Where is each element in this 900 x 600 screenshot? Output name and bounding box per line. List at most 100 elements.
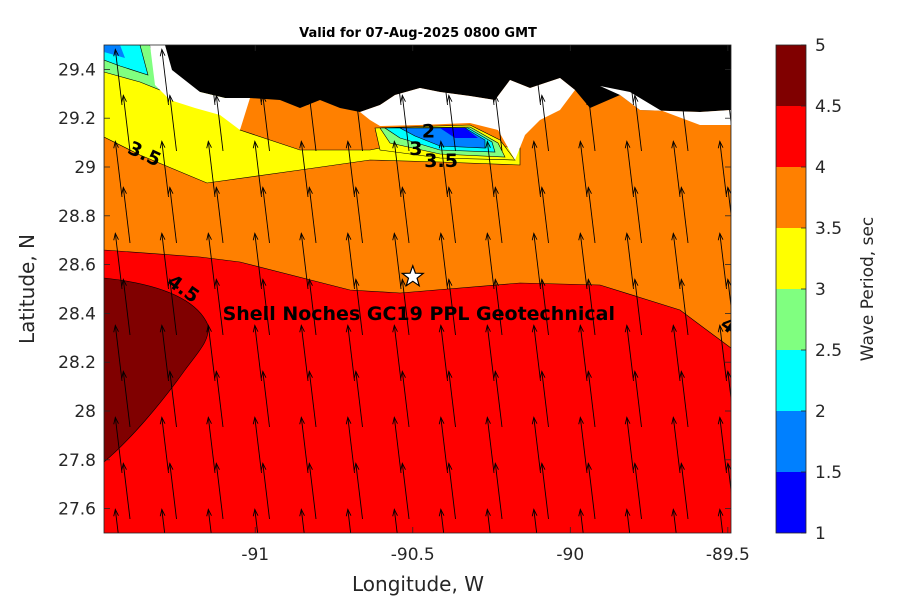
wave-arrow (214, 186, 224, 244)
wave-arrow (345, 416, 355, 474)
wave-arrow (586, 186, 596, 244)
wave-arrow (539, 462, 549, 520)
wave-arrow (252, 416, 262, 474)
region-4.5-5 (104, 277, 209, 463)
wave-arrow (392, 416, 402, 474)
wave-arrow (765, 325, 773, 381)
wave-arrow (586, 462, 596, 520)
site-label: Shell Noches GC19 PPL Geotechnical (223, 303, 615, 325)
wave-arrow (446, 186, 456, 244)
wave-arrow (260, 278, 270, 336)
wave-arrow (485, 232, 495, 290)
wave-arrow (392, 140, 402, 198)
wave-arrow (446, 370, 456, 428)
region-3.5-4 (104, 45, 731, 349)
x-tick-label: -90.5 (391, 545, 435, 565)
wave-arrow (392, 324, 402, 382)
wave-arrow (113, 140, 123, 198)
inland-water-2 (360, 78, 575, 160)
wave-arrow (725, 370, 731, 402)
wave-arrow (624, 508, 631, 533)
wave-arrow (717, 48, 727, 106)
wave-arrow (717, 140, 727, 198)
y-tick-label: 28.4 (58, 304, 96, 324)
wave-arrow (671, 416, 681, 474)
wave-arrow (121, 186, 131, 244)
wave-arrow (400, 278, 410, 336)
colorbar-tick-label: 1 (815, 524, 826, 544)
colorbar-tick-label: 2 (815, 402, 826, 422)
colorbar-swatch (776, 106, 806, 167)
wave-arrow (252, 324, 262, 382)
site-star-icon (400, 264, 425, 288)
wave-arrow (307, 278, 317, 336)
wave-arrow (345, 140, 355, 198)
site-marker: Shell Noches GC19 PPL Geotechnical (223, 264, 615, 325)
wave-arrow (113, 324, 123, 382)
wave-arrow (438, 508, 445, 533)
wave-arrow (260, 462, 270, 520)
wave-arrow (531, 416, 541, 474)
y-tick-label: 27.8 (58, 451, 96, 471)
colorbar-tick-label: 3 (815, 280, 826, 300)
wave-arrow (624, 140, 634, 198)
wave-arrow (167, 462, 177, 520)
x-tick-label: -89.5 (706, 545, 750, 565)
colorbar-tick-label: 4.5 (815, 97, 842, 117)
y-tick-label: 29 (74, 158, 96, 178)
wave-arrow (392, 508, 398, 533)
colorbar-swatch (776, 167, 806, 228)
y-tick-label: 28 (74, 402, 96, 422)
wave-arrow (113, 416, 123, 474)
wave-arrow (578, 232, 588, 290)
wave-arrow (586, 94, 596, 152)
wave-arrow (485, 324, 495, 382)
wave-arrow (438, 48, 448, 106)
wave-arrow (299, 48, 309, 106)
y-tick-label: 28.6 (58, 256, 96, 276)
wave-arrow (725, 186, 731, 218)
wave-direction-arrows (113, 48, 773, 533)
wave-arrow (578, 508, 584, 533)
wave-arrow (121, 278, 131, 336)
wave-arrow (113, 232, 123, 290)
wave-arrow (539, 278, 549, 336)
wave-arrow (252, 48, 262, 106)
wave-arrow (531, 508, 538, 533)
wave-arrow (353, 278, 363, 336)
wave-arrow (400, 370, 410, 428)
wave-arrow (353, 370, 363, 428)
wave-arrow (624, 416, 634, 474)
wave-arrow (392, 48, 402, 106)
wave-arrow (353, 186, 363, 244)
wave-arrow (446, 462, 456, 520)
wave-arrow (307, 94, 317, 152)
wave-arrow (260, 370, 270, 428)
colorbar-swatch (776, 350, 806, 411)
wave-arrow (679, 462, 689, 520)
wave-arrow (765, 141, 773, 197)
wave-arrow (493, 462, 503, 520)
wave-arrow (353, 462, 363, 520)
wave-arrow (345, 48, 355, 106)
wave-arrow (671, 508, 677, 533)
wave-arrow (400, 462, 410, 520)
plot-frame (103, 44, 732, 534)
wave-arrow (725, 278, 731, 310)
wave-arrow (624, 324, 634, 382)
wave-arrow (438, 324, 448, 382)
wave-arrow (679, 186, 689, 244)
wave-arrow (260, 186, 270, 244)
wave-arrow (671, 48, 681, 106)
wave-arrow (345, 232, 355, 290)
wave-arrow (159, 508, 166, 533)
colorbar-swatch (776, 45, 806, 106)
wave-arrow (167, 186, 177, 244)
wave-arrow (717, 232, 727, 290)
wave-arrow (438, 140, 448, 198)
wave-arrow (214, 278, 224, 336)
wave-arrow (485, 140, 495, 198)
y-axis-label: Latitude, N (15, 234, 39, 344)
